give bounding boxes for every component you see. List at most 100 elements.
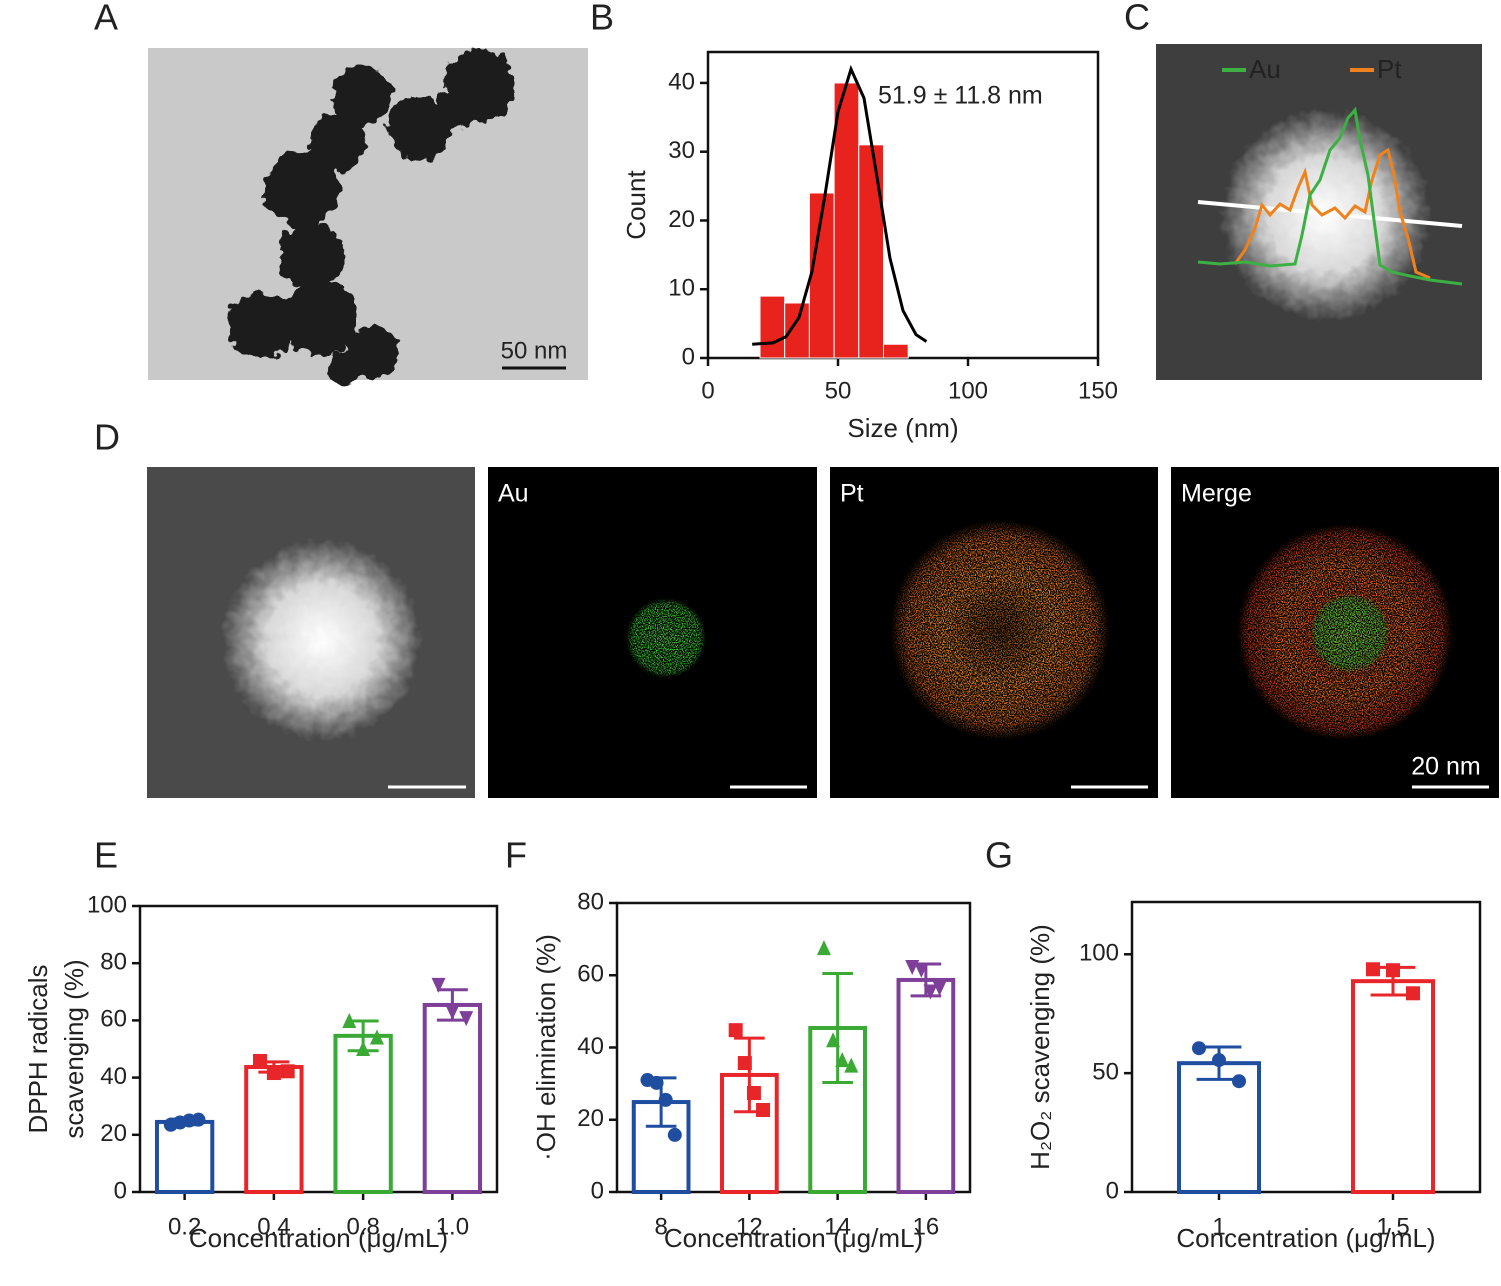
panel-letter: B xyxy=(590,0,614,38)
line-profile-image xyxy=(1156,44,1482,380)
x-tick-label: 0.4 xyxy=(257,1213,290,1240)
y-tick-label: 50 xyxy=(1092,1058,1119,1085)
y-tick-label: 0 xyxy=(114,1177,127,1204)
y-tick-label: 0 xyxy=(591,1177,604,1204)
data-point xyxy=(914,962,929,978)
x-axis-label: Concentration (μg/mL) xyxy=(189,1223,448,1253)
y-tick-label: 80 xyxy=(100,949,127,976)
x-tick-label: 100 xyxy=(948,377,988,404)
data-point xyxy=(1386,963,1400,978)
histogram-bar xyxy=(784,302,810,359)
data-point xyxy=(649,1075,664,1090)
x-tick-label: 50 xyxy=(825,377,852,404)
bar xyxy=(333,1033,393,1194)
data-point xyxy=(816,940,831,956)
y-axis-label: Count xyxy=(621,170,651,240)
data-point xyxy=(1365,962,1380,977)
bar xyxy=(422,1002,483,1194)
histogram-bar xyxy=(759,295,786,359)
bar xyxy=(1350,979,1436,1195)
data-point xyxy=(932,980,947,996)
data-point xyxy=(356,1041,371,1056)
data-point xyxy=(342,1012,357,1028)
plot-frame xyxy=(138,904,499,1194)
data-point xyxy=(266,1066,281,1081)
bar xyxy=(154,1119,215,1195)
data-point xyxy=(658,1092,673,1107)
x-axis-label: Concentration (μg/mL) xyxy=(1176,1223,1435,1253)
data-point xyxy=(746,1086,761,1101)
x-tick-label: 8 xyxy=(654,1213,667,1240)
data-point xyxy=(280,1064,295,1079)
data-point xyxy=(431,977,446,993)
data-point xyxy=(844,1057,859,1073)
x-tick-label: 150 xyxy=(1078,377,1118,404)
y-tick-label: 30 xyxy=(668,137,695,164)
scale-bar-label: 20 nm xyxy=(1411,753,1480,781)
data-point xyxy=(369,1029,384,1045)
data-point xyxy=(1406,986,1421,1001)
x-tick-label: 16 xyxy=(913,1213,940,1240)
data-point xyxy=(923,984,938,1000)
scale-bar-label: 50 nm xyxy=(501,337,568,364)
panel-letter: F xyxy=(505,835,527,876)
data-point xyxy=(737,1056,752,1071)
data-point xyxy=(253,1054,268,1069)
y-tick-label: 0 xyxy=(1106,1177,1119,1204)
data-point xyxy=(756,1102,771,1117)
x-tick-label: 0.2 xyxy=(168,1213,201,1240)
y-axis-label: H₂O₂ scavenging (%) xyxy=(1025,924,1055,1170)
data-point xyxy=(728,1023,743,1038)
data-point xyxy=(445,1004,460,1020)
data-point xyxy=(459,1011,474,1027)
x-tick-label: 0.8 xyxy=(346,1213,379,1240)
x-tick-label: 1.5 xyxy=(1376,1213,1409,1240)
x-tick-label: 12 xyxy=(736,1213,763,1240)
y-tick-label: 40 xyxy=(668,68,695,95)
bar xyxy=(1176,1061,1262,1194)
channel-label: Merge xyxy=(1181,480,1252,508)
y-tick-label: 20 xyxy=(100,1120,127,1147)
y-axis-label: ·OH elimination (%) xyxy=(531,934,561,1161)
channel-label: Pt xyxy=(840,480,864,508)
legend-label: Au xyxy=(1249,54,1281,84)
y-axis-label: scavenging (%) xyxy=(59,959,89,1138)
data-point xyxy=(1232,1074,1247,1089)
y-tick-label: 100 xyxy=(1079,940,1119,967)
panel-letter: E xyxy=(94,835,118,876)
fit-curve xyxy=(752,64,928,346)
channel-label: Au xyxy=(498,480,529,508)
plot-frame xyxy=(1130,900,1482,1194)
panel-letter: D xyxy=(94,417,120,458)
tem-image xyxy=(148,48,588,386)
y-tick-label: 80 xyxy=(577,888,604,915)
data-point xyxy=(835,1052,850,1068)
panel-letter: G xyxy=(985,835,1013,876)
y-tick-label: 100 xyxy=(87,891,127,918)
bar xyxy=(896,977,956,1194)
y-tick-label: 10 xyxy=(668,275,695,302)
y-tick-label: 20 xyxy=(577,1105,604,1132)
y-tick-label: 0 xyxy=(682,343,695,370)
data-point xyxy=(826,1032,841,1048)
histogram-bar xyxy=(833,82,860,359)
data-point xyxy=(1212,1053,1226,1068)
data-point xyxy=(191,1112,206,1127)
y-tick-label: 40 xyxy=(100,1063,127,1090)
y-axis-label: DPPH radicals xyxy=(23,964,53,1133)
y-tick-label: 40 xyxy=(577,1033,604,1060)
panel-letter: A xyxy=(94,0,118,38)
y-tick-label: 60 xyxy=(100,1006,127,1033)
histogram-bar xyxy=(883,343,909,359)
annotation: 51.9 ± 11.8 nm xyxy=(878,82,1043,110)
panel-letter: C xyxy=(1124,0,1150,38)
histogram-bar xyxy=(858,144,884,359)
x-tick-label: 14 xyxy=(824,1213,851,1240)
bar xyxy=(244,1065,304,1194)
x-tick-label: 1.0 xyxy=(436,1213,469,1240)
data-point xyxy=(1191,1041,1206,1056)
x-tick-label: 1 xyxy=(1212,1213,1225,1240)
x-axis-label: Size (nm) xyxy=(847,413,958,443)
legend-label: Pt xyxy=(1377,54,1402,84)
